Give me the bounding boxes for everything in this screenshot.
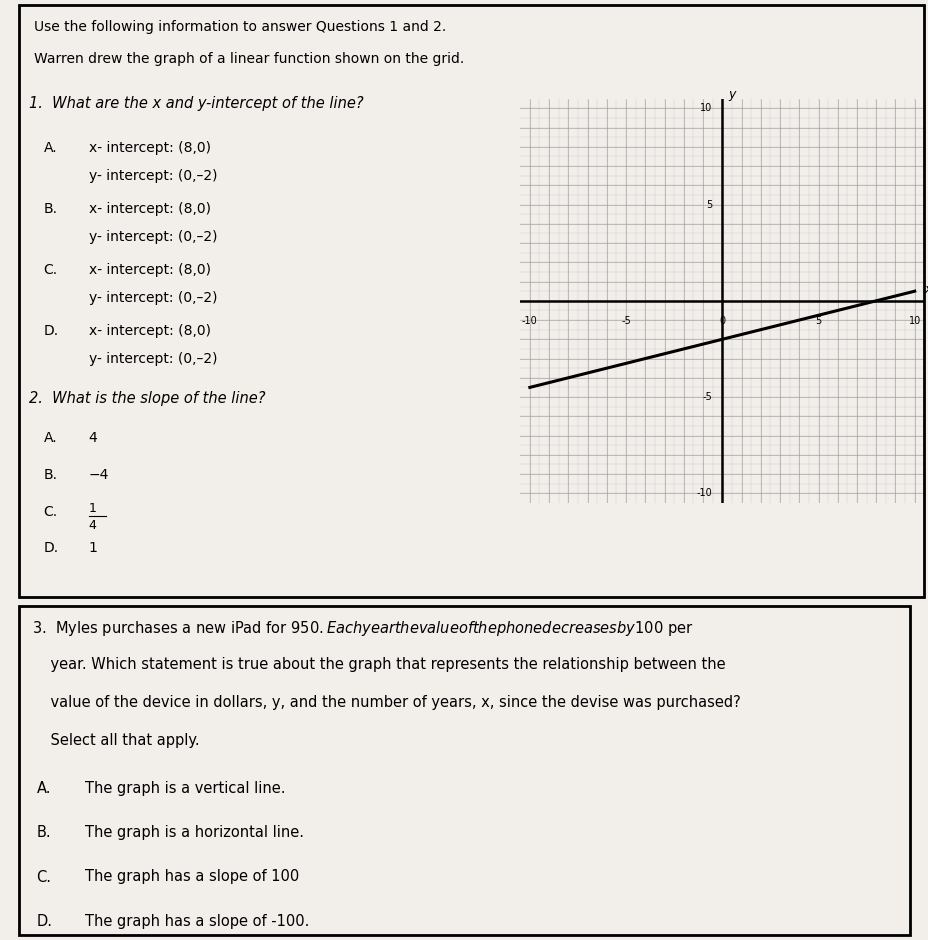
- Text: 4: 4: [89, 519, 97, 532]
- Text: The graph is a horizontal line.: The graph is a horizontal line.: [85, 825, 304, 840]
- Text: -10: -10: [522, 316, 537, 326]
- Text: Warren drew the graph of a linear function shown on the grid.: Warren drew the graph of a linear functi…: [33, 52, 463, 66]
- Text: -5: -5: [702, 392, 712, 402]
- Text: The graph has a slope of -100.: The graph has a slope of -100.: [85, 914, 310, 929]
- Text: D.: D.: [44, 324, 58, 337]
- Text: 0: 0: [718, 316, 725, 326]
- Text: B.: B.: [36, 825, 51, 840]
- Text: 4: 4: [89, 431, 97, 445]
- Text: 5: 5: [815, 316, 820, 326]
- Text: Use the following information to answer Questions 1 and 2.: Use the following information to answer …: [33, 20, 445, 34]
- Text: 10: 10: [700, 103, 712, 114]
- Text: y: y: [728, 88, 735, 102]
- Text: y- intercept: (0,–2): y- intercept: (0,–2): [89, 352, 217, 367]
- Text: B.: B.: [44, 468, 58, 482]
- Text: year. Which statement is true about the graph that represents the relationship b: year. Which statement is true about the …: [32, 657, 725, 672]
- Text: 1.  What are the x and y-intercept of the line?: 1. What are the x and y-intercept of the…: [29, 97, 363, 112]
- Text: D.: D.: [36, 914, 52, 929]
- Text: C.: C.: [36, 870, 51, 885]
- Text: A.: A.: [44, 141, 58, 155]
- Text: A.: A.: [44, 431, 58, 445]
- Text: The graph has a slope of 100: The graph has a slope of 100: [85, 870, 300, 885]
- Text: 2.  What is the slope of the line?: 2. What is the slope of the line?: [29, 391, 264, 406]
- Text: 1: 1: [89, 541, 97, 556]
- Text: x: x: [923, 283, 928, 296]
- Text: 10: 10: [908, 316, 920, 326]
- Text: Select all that apply.: Select all that apply.: [32, 733, 200, 748]
- Text: -5: -5: [621, 316, 630, 326]
- Text: -10: -10: [696, 488, 712, 498]
- Text: B.: B.: [44, 202, 58, 216]
- Text: C.: C.: [44, 263, 58, 277]
- Text: x- intercept: (8,0): x- intercept: (8,0): [89, 324, 211, 337]
- Text: x- intercept: (8,0): x- intercept: (8,0): [89, 263, 211, 277]
- Text: x- intercept: (8,0): x- intercept: (8,0): [89, 202, 211, 216]
- Text: 3.  Myles purchases a new iPad for $950. Each year the value of the phone decrea: 3. Myles purchases a new iPad for $950. …: [32, 619, 692, 638]
- Text: value of the device in dollars, y, and the number of years, x, since the devise : value of the device in dollars, y, and t…: [32, 696, 740, 710]
- Text: y- intercept: (0,–2): y- intercept: (0,–2): [89, 291, 217, 306]
- Text: D.: D.: [44, 541, 58, 556]
- Text: 5: 5: [705, 199, 712, 210]
- Text: y- intercept: (0,–2): y- intercept: (0,–2): [89, 230, 217, 244]
- Text: y- intercept: (0,–2): y- intercept: (0,–2): [89, 169, 217, 183]
- Text: −4: −4: [89, 468, 110, 482]
- Text: 1: 1: [89, 502, 97, 514]
- Text: x- intercept: (8,0): x- intercept: (8,0): [89, 141, 211, 155]
- Text: C.: C.: [44, 505, 58, 519]
- Text: The graph is a vertical line.: The graph is a vertical line.: [85, 780, 286, 795]
- Text: A.: A.: [36, 780, 51, 795]
